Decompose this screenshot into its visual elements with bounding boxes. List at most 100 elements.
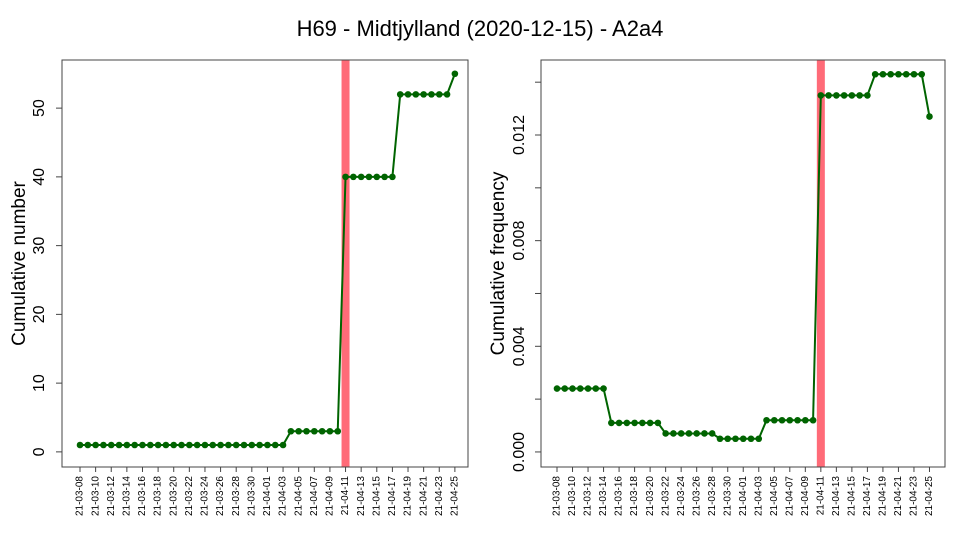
data-point [708, 430, 716, 437]
data-point [918, 70, 926, 78]
data-point [264, 441, 271, 449]
data-point [778, 416, 786, 424]
data-point [895, 70, 902, 78]
x-tick-label: 21-03-16 [614, 476, 625, 516]
y-tick-label: 0.012 [511, 115, 528, 155]
x-tick-label: 21-03-16 [137, 476, 148, 516]
x-tick-label: 21-04-09 [325, 476, 336, 516]
x-tick-label: 21-04-25 [450, 476, 461, 516]
y-tick-label: 30 [31, 237, 48, 255]
data-point [623, 419, 631, 427]
data-point [389, 173, 396, 181]
data-point [910, 70, 918, 78]
x-tick-label: 21-03-22 [660, 476, 671, 516]
x-tick-label: 21-03-10 [567, 476, 578, 516]
data-point [654, 419, 662, 427]
data-point [84, 441, 92, 449]
data-point [592, 385, 600, 392]
x-tick-label: 21-04-07 [309, 476, 320, 516]
data-point [154, 441, 162, 449]
data-point [217, 441, 224, 449]
x-tick-label: 21-03-08 [552, 476, 563, 516]
data-point [677, 430, 685, 437]
data-point [201, 441, 209, 449]
x-tick-label: 21-03-08 [75, 476, 86, 516]
data-point [786, 416, 794, 424]
chart-title: H69 - Midtjylland (2020-12-15) - A2a4 [297, 16, 664, 41]
marker-band [816, 60, 825, 467]
x-tick-label: 21-03-20 [168, 476, 179, 516]
data-point [576, 385, 584, 392]
data-point [840, 92, 848, 99]
x-tick-label: 21-04-05 [769, 476, 780, 516]
data-point [131, 441, 138, 449]
y-tick-label: 0.000 [511, 432, 528, 472]
x-tick-label: 21-04-05 [293, 476, 304, 516]
y-axis-label: Cumulative number [9, 180, 30, 345]
data-point [396, 91, 404, 98]
data-point [724, 435, 732, 443]
x-tick-label: 21-03-18 [629, 476, 640, 516]
x-tick-label: 21-03-26 [215, 476, 226, 516]
x-tick-label: 21-03-12 [106, 476, 117, 516]
data-point [856, 92, 863, 99]
data-point [763, 416, 770, 424]
x-tick-label: 21-04-19 [878, 476, 889, 516]
x-tick-label: 21-04-13 [831, 476, 842, 516]
data-point [209, 441, 217, 449]
data-point [716, 435, 724, 443]
data-point [639, 419, 646, 427]
data-point [817, 92, 825, 99]
x-tick-label: 21-04-01 [738, 476, 749, 516]
x-tick-label: 21-03-20 [645, 476, 656, 516]
data-point [404, 91, 412, 98]
data-point [357, 173, 365, 181]
data-point [232, 441, 240, 449]
x-tick-label: 21-04-21 [893, 476, 904, 516]
y-tick-label: 20 [31, 305, 48, 323]
y-tick-label: 10 [31, 374, 48, 392]
x-tick-label: 21-03-30 [722, 476, 733, 516]
data-point [615, 419, 623, 427]
data-point [365, 173, 373, 181]
data-point [584, 385, 592, 392]
data-point [848, 92, 856, 99]
data-point [279, 441, 287, 449]
data-line [557, 73, 931, 440]
data-point [318, 427, 326, 435]
y-tick-label: 0 [31, 447, 48, 456]
y-axis-label: Cumulative frequency [488, 171, 509, 355]
data-point [871, 70, 879, 78]
x-tick-label: 21-03-28 [231, 476, 242, 516]
x-tick-label: 21-04-19 [403, 476, 414, 516]
data-point [240, 441, 248, 449]
x-tick-label: 21-04-23 [434, 476, 445, 516]
data-point [631, 419, 638, 427]
y-tick-label: 0.008 [511, 221, 528, 261]
data-point [373, 173, 381, 181]
x-tick-label: 21-04-03 [278, 476, 289, 516]
x-tick-label: 21-04-17 [387, 476, 398, 516]
data-point [186, 441, 193, 449]
x-tick-label: 21-03-22 [184, 476, 195, 516]
data-point [435, 91, 443, 98]
x-tick-label: 21-04-17 [862, 476, 873, 516]
x-tick-label: 21-04-09 [800, 476, 811, 516]
data-point [193, 441, 201, 449]
x-tick-label: 21-04-15 [847, 476, 858, 516]
data-point [732, 435, 739, 443]
data-point [755, 435, 763, 443]
data-point [739, 435, 747, 443]
data-point [794, 416, 801, 424]
data-point [600, 385, 607, 392]
x-tick-label: 21-04-15 [371, 476, 382, 516]
x-tick-label: 21-04-25 [924, 476, 935, 516]
data-point [303, 427, 310, 435]
data-point [123, 441, 131, 449]
x-tick-label: 21-04-01 [262, 476, 273, 516]
data-point [162, 441, 170, 449]
data-point [770, 416, 778, 424]
x-tick-label: 21-03-28 [707, 476, 718, 516]
data-point [802, 416, 809, 424]
